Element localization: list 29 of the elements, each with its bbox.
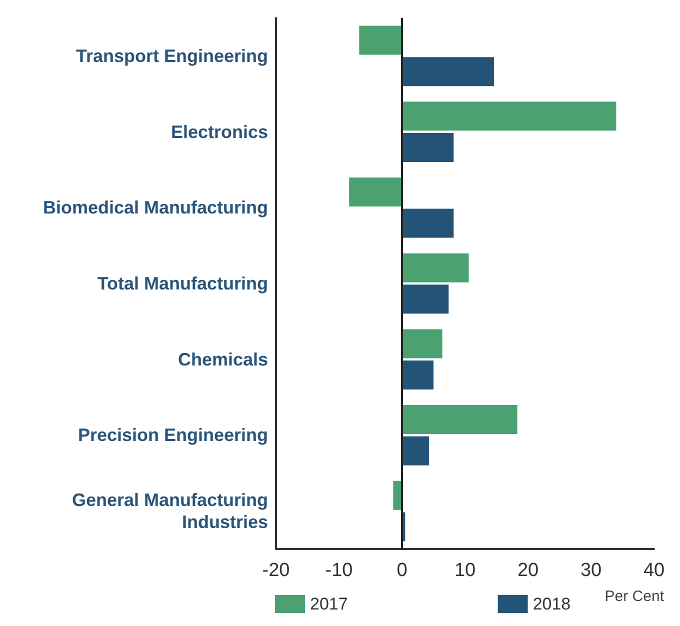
bar [402, 360, 434, 390]
y-tick-label: Electronics [170, 122, 268, 142]
y-tick-label: Transport Engineering [76, 46, 268, 66]
y-tick-label: General Manufacturing Industries [72, 490, 268, 532]
x-tick-label: 0 [396, 560, 408, 581]
x-axis-title: Per Cent [604, 588, 665, 605]
x-tick-label: 30 [580, 560, 602, 581]
bar [402, 253, 469, 282]
bar [402, 405, 518, 434]
bar [402, 102, 616, 131]
bar [402, 284, 449, 314]
y-tick-label: Precision Engineering [78, 425, 268, 446]
x-tick-label: 40 [643, 560, 665, 581]
bar [349, 177, 402, 206]
y-tick-label: Biomedical Manufacturing [42, 198, 268, 218]
x-tick-label: 10 [454, 560, 476, 581]
y-tick-label: Chemicals [178, 349, 268, 370]
x-tick-label: -10 [325, 560, 353, 581]
bar [402, 329, 442, 358]
bar [402, 208, 454, 238]
legend-label: 2018 [532, 594, 571, 614]
bar [359, 26, 402, 55]
x-tick-label: 20 [517, 560, 539, 581]
bar [402, 132, 454, 162]
bar [402, 57, 494, 86]
x-tick-label: -20 [262, 560, 290, 581]
bar [402, 436, 430, 466]
y-tick-label: Total Manufacturing [97, 274, 268, 294]
legend-label: 2017 [310, 594, 348, 614]
